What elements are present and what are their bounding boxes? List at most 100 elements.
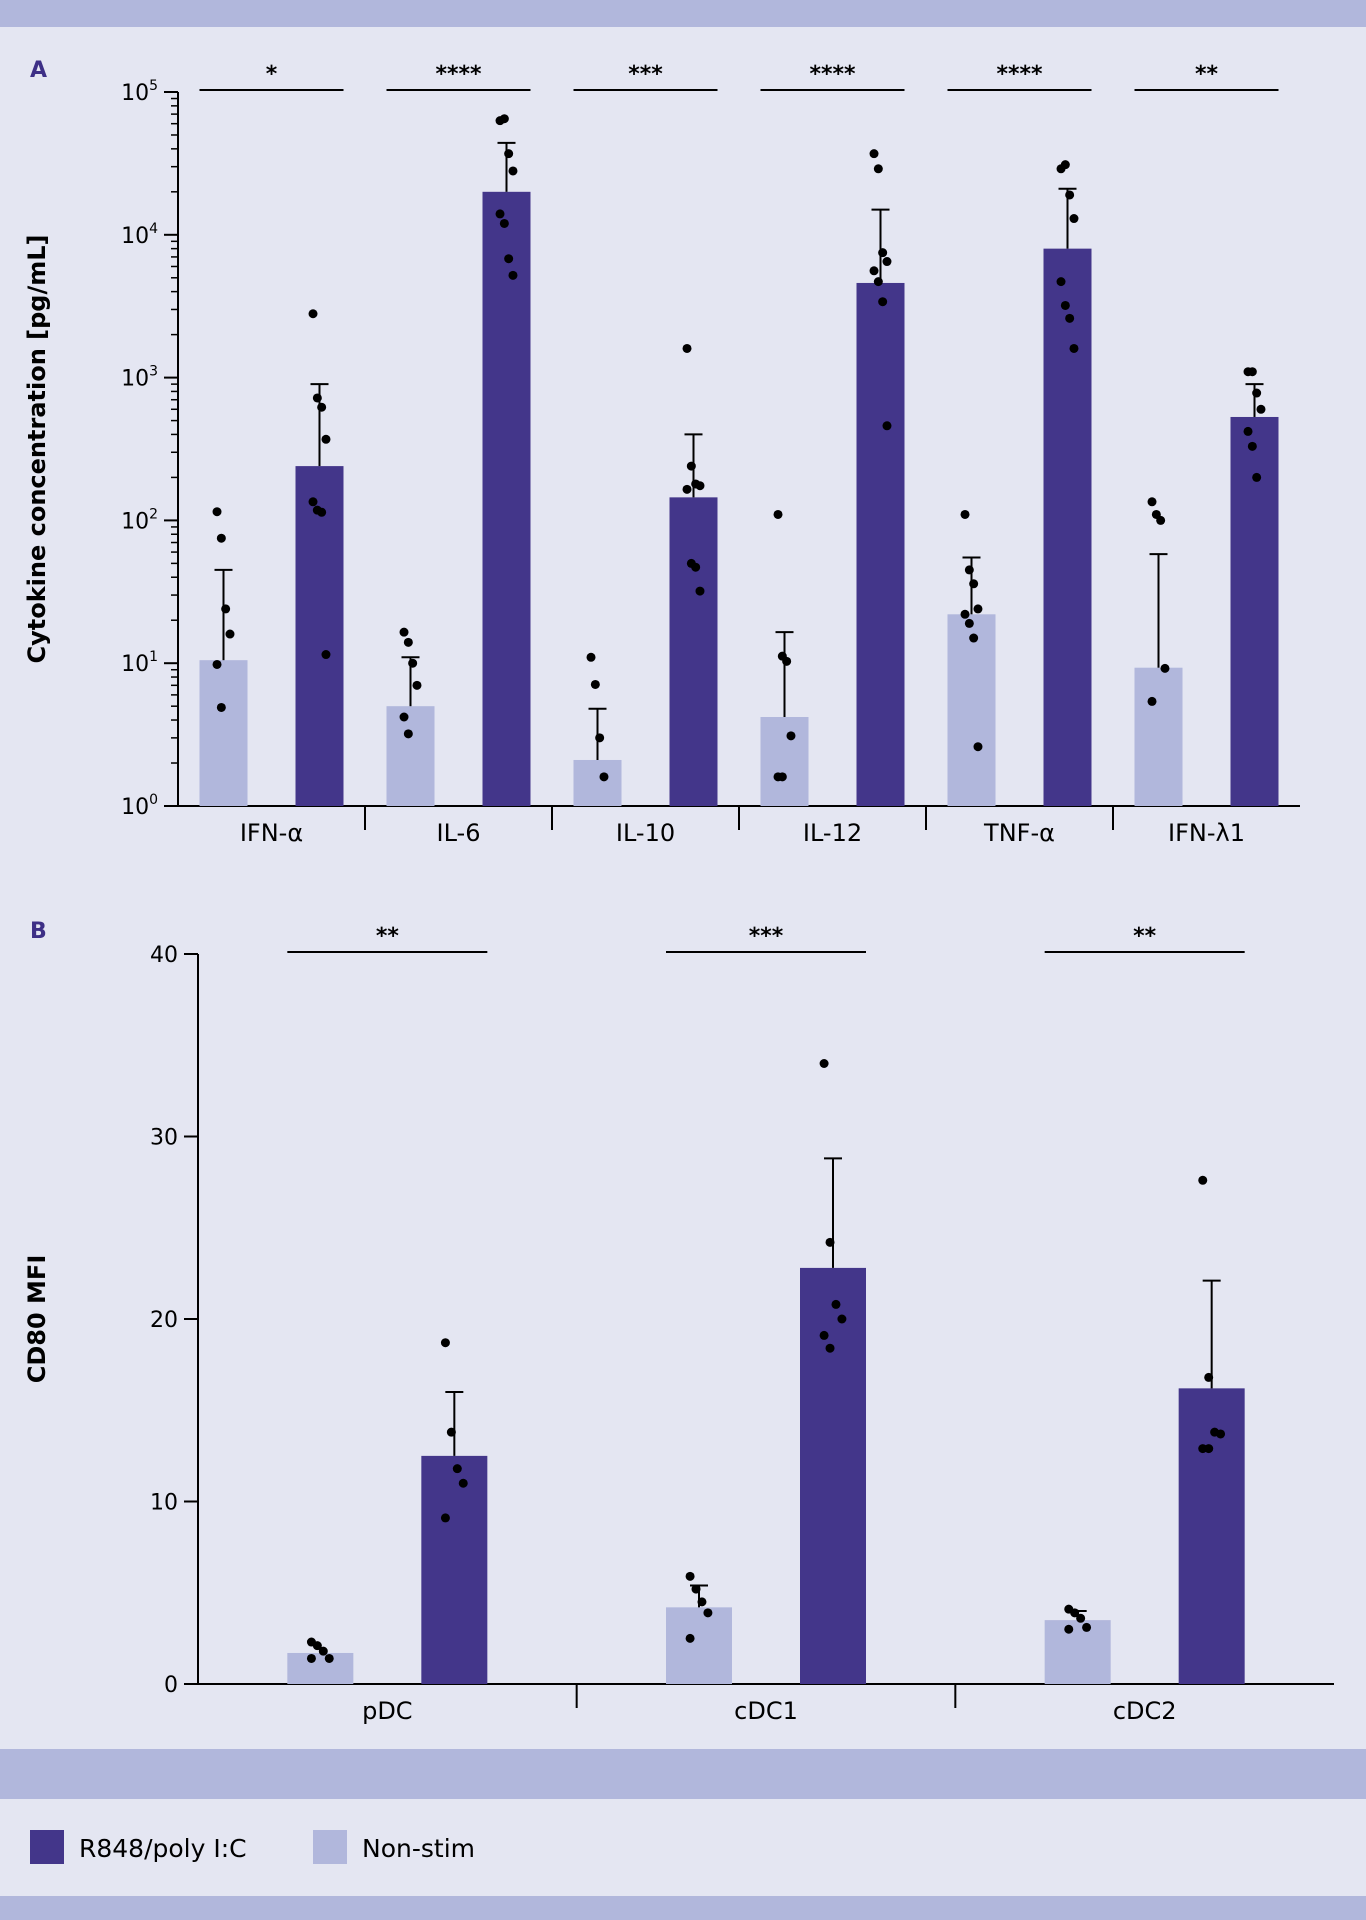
bar: [1044, 1620, 1111, 1684]
data-point: [312, 393, 322, 403]
data-point: [408, 658, 418, 668]
data-point: [212, 507, 222, 517]
y-tick-label: 100: [121, 792, 158, 820]
legend-label-nonstim: Non-stim: [362, 1834, 475, 1863]
significance-stars: ***: [749, 924, 784, 949]
data-point: [317, 402, 327, 412]
data-point: [1070, 1608, 1080, 1618]
x-category-label: cDC1: [734, 1697, 798, 1725]
data-point: [308, 497, 318, 507]
data-point: [446, 1427, 456, 1437]
significance-stars: ****: [809, 62, 856, 87]
bar: [287, 1652, 354, 1684]
bottom-band: [0, 1896, 1366, 1920]
data-point: [691, 1584, 701, 1594]
data-point: [212, 659, 222, 669]
data-point: [685, 1571, 695, 1581]
data-point: [685, 1633, 695, 1643]
bar: [760, 717, 809, 806]
panel-a-chart: 100 101 102 103 104 105 Cytokine concentration…: [23, 62, 1300, 847]
y-tick-label: 101: [121, 649, 158, 677]
data-point: [1065, 190, 1075, 200]
significance-stars: ****: [996, 62, 1043, 87]
data-point: [837, 1314, 847, 1324]
data-point: [873, 277, 883, 287]
data-point: [504, 254, 514, 264]
legend: R848/poly I:C Non-stim: [30, 1830, 475, 1864]
data-point: [508, 270, 518, 280]
data-point: [882, 421, 892, 431]
data-point: [682, 343, 692, 353]
legend-label-stim: R848/poly I:C: [79, 1834, 247, 1863]
data-point: [306, 1653, 316, 1663]
y-tick-label: 20: [150, 1308, 178, 1333]
data-point: [1147, 696, 1157, 706]
bar: [421, 1455, 488, 1684]
data-point: [399, 627, 409, 637]
data-point: [686, 461, 696, 471]
data-point: [786, 731, 796, 741]
data-point: [1204, 1372, 1214, 1382]
data-point: [960, 609, 970, 619]
data-point: [869, 149, 879, 159]
data-point: [825, 1237, 835, 1247]
bar: [295, 466, 344, 806]
data-point: [878, 248, 888, 258]
data-point: [452, 1464, 462, 1474]
data-point: [403, 729, 413, 739]
data-point: [819, 1330, 829, 1340]
data-point: [1252, 472, 1262, 482]
data-point: [403, 637, 413, 647]
data-point: [691, 562, 701, 572]
data-point: [590, 679, 600, 689]
x-category-label: pDC: [362, 1697, 412, 1725]
data-point: [321, 434, 331, 444]
data-point: [321, 650, 331, 660]
data-point: [586, 652, 596, 662]
significance-stars: ***: [628, 62, 663, 87]
data-point: [1256, 404, 1266, 414]
data-point: [969, 579, 979, 589]
x-category-label: IL-10: [616, 819, 675, 847]
data-point: [440, 1513, 450, 1523]
y-axis-label: CD80 MFI: [23, 1255, 51, 1384]
bar: [1043, 248, 1092, 807]
data-point: [1247, 441, 1257, 451]
legend-swatch-nonstim: [313, 1830, 347, 1864]
data-point: [1147, 497, 1157, 507]
data-point: [399, 712, 409, 722]
x-category-label: TNF-α: [983, 819, 1055, 847]
bar: [800, 1267, 866, 1684]
data-point: [1160, 663, 1170, 673]
panel-b-chart: 0 10 20 30 40 CD80 MFI ** pDC *** cDC1 ** cDC2: [23, 924, 1334, 1725]
data-point: [440, 1338, 450, 1348]
data-point: [458, 1478, 468, 1488]
data-point: [777, 772, 787, 782]
data-point: [1252, 388, 1262, 398]
data-point: [960, 509, 970, 519]
bar: [666, 1607, 732, 1684]
panel-b-letter: B: [30, 919, 47, 944]
data-point: [825, 1343, 835, 1353]
legend-separator-band: [0, 1749, 1366, 1799]
significance-stars: **: [1133, 924, 1157, 949]
data-point: [1198, 1175, 1208, 1185]
x-category-label: IFN-λ1: [1168, 819, 1245, 847]
data-point: [1069, 343, 1079, 353]
data-point: [508, 166, 518, 176]
bar: [573, 759, 622, 806]
data-point: [499, 114, 509, 124]
data-point: [599, 772, 609, 782]
data-point: [324, 1653, 334, 1663]
data-point: [1056, 277, 1066, 287]
data-point: [412, 680, 422, 690]
data-point: [703, 1608, 713, 1618]
x-category-label: IL-12: [803, 819, 862, 847]
data-point: [1082, 1622, 1092, 1632]
data-point: [1156, 515, 1166, 525]
data-point: [878, 297, 888, 307]
x-category-label: IFN-α: [240, 819, 303, 847]
data-point: [695, 481, 705, 491]
bar: [947, 614, 996, 806]
data-point: [221, 604, 231, 614]
